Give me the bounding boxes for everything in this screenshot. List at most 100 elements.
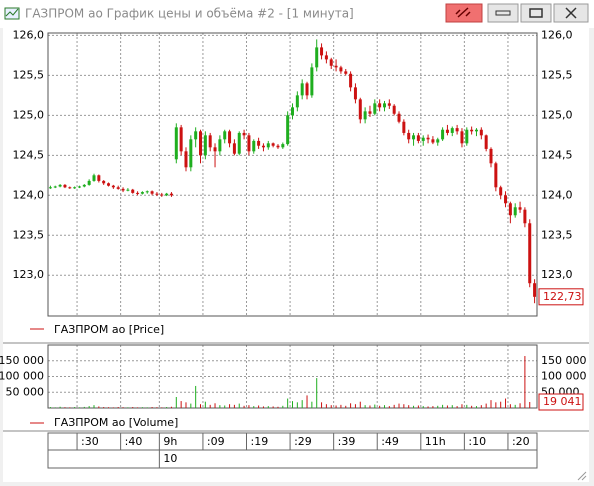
candle-body [252,140,256,152]
candle-body [382,103,386,108]
candle-body [426,137,430,140]
candle-body [247,135,251,152]
candle-body [160,194,164,196]
y-tick-label-right: 100 000 [541,370,587,383]
last-value-label: 19 041 [543,395,582,408]
candle-body [102,180,106,184]
x-tick-label: :40 [125,435,143,448]
candle-body [165,193,169,196]
candle-body [358,99,362,120]
candle-body [261,145,265,148]
candle-body [387,103,391,106]
candle-body [87,180,91,185]
candle-body [329,59,333,66]
candle-body [368,111,372,114]
candle-body [92,175,96,181]
candle-body [63,184,67,188]
candle-body [310,67,314,96]
candle-body [441,129,445,140]
candle-body [315,47,319,68]
candle-body [513,207,517,216]
candle-body [140,192,144,194]
y-tick-label-right: 123,5 [541,228,573,241]
candle-body [169,193,173,196]
candle-body [136,192,140,194]
y-tick-label: 124,0 [13,188,45,201]
candle-body [73,187,77,189]
candle-body [494,163,498,188]
y-tick-label: 124,5 [13,148,45,161]
candle-body [436,139,440,143]
x-tick-label: :39 [338,435,356,448]
candle-body [82,184,86,187]
y-tick-label: 123,5 [13,228,45,241]
date-tick-label: 10 [163,452,177,465]
candle-body [416,135,420,141]
candle-body [470,129,474,132]
link-button[interactable] [445,3,483,23]
candle-body [291,107,294,116]
candle-body [131,189,135,193]
maximize-button[interactable] [520,3,552,23]
candle-body [184,151,188,168]
y-tick-label-right: 125,0 [541,108,573,121]
legend-volume: ГАЗПРОМ ао [Volume] [54,416,178,429]
y-tick-label: 100 000 [0,370,44,383]
candle-body [48,187,52,189]
candle-body [276,145,280,148]
candle-body [397,113,401,122]
candle-body [392,105,396,114]
last-value-box [538,393,584,411]
x-tick-label: :09 [207,435,225,448]
candle-body [353,87,357,100]
candle-body [111,185,115,188]
candle-body [242,132,246,136]
candle-body [266,143,270,148]
candle-body [518,207,522,210]
candle-body [295,95,299,108]
x-tick-label: :20 [512,435,530,448]
candle-body [116,187,120,189]
candle-body [378,103,382,108]
candle-body [533,283,537,297]
y-tick-label: 125,0 [13,108,45,121]
y-tick-label: 150 000 [0,354,44,367]
x-tick-label: :10 [468,435,486,448]
candle-body [189,139,193,168]
x-tick-label: :29 [294,435,312,448]
candle-body [479,129,483,136]
candle-body [508,203,512,216]
candle-body [58,184,62,187]
candle-body [213,147,217,152]
candle-body [324,55,328,60]
candle-body [528,223,532,284]
candle-body [232,143,236,154]
candle-body [450,128,454,133]
candle-body [474,129,478,132]
candle-body [460,131,464,144]
candle-body [465,129,469,144]
candle-body [174,127,178,160]
candle-body [145,191,149,193]
legend-price: ГАЗПРОМ ао [Price] [54,323,164,336]
candle-body [339,67,343,72]
y-tick-label: 50 000 [6,385,45,398]
candle-body [194,131,198,140]
candle-body [150,191,154,194]
candle-body [455,128,459,132]
candle-body [349,73,353,88]
maximize-icon [529,8,543,18]
candle-body [53,186,57,188]
minimize-button[interactable] [487,3,519,23]
y-tick-label-right: 125,5 [541,68,573,81]
last-value-box [538,288,584,306]
candle-body [237,132,241,154]
candle-body [320,47,324,56]
candle-body [334,65,338,68]
y-tick-label: 125,5 [13,68,45,81]
candle-body [489,148,493,164]
candle-body [281,144,285,148]
candle-body [257,140,261,146]
candle-body [107,183,111,186]
